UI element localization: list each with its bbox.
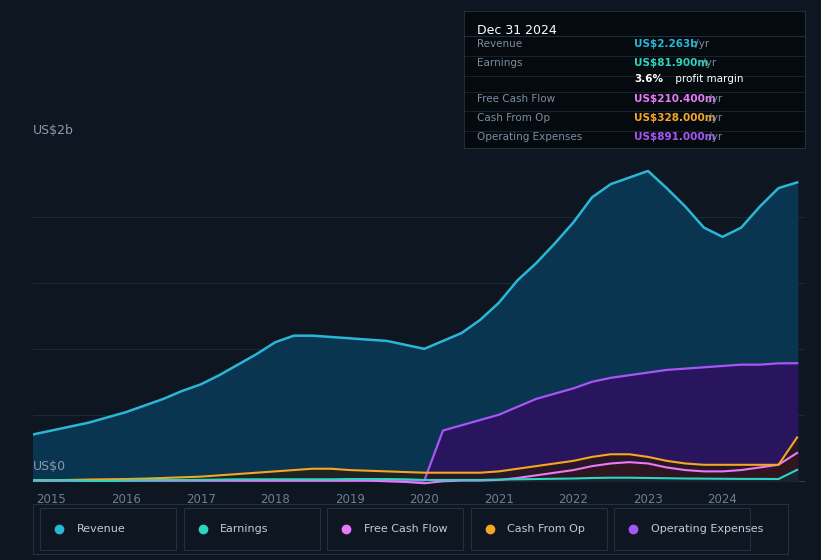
Text: Free Cash Flow: Free Cash Flow	[478, 94, 556, 104]
Text: Revenue: Revenue	[478, 39, 523, 49]
Text: Operating Expenses: Operating Expenses	[651, 524, 763, 534]
Text: /yr: /yr	[699, 58, 716, 68]
Text: Dec 31 2024: Dec 31 2024	[478, 24, 557, 36]
Text: US$891.000m: US$891.000m	[635, 132, 716, 142]
Text: profit margin: profit margin	[672, 74, 743, 85]
Text: US$2b: US$2b	[33, 124, 74, 137]
Text: 3.6%: 3.6%	[635, 74, 663, 85]
Text: Cash From Op: Cash From Op	[478, 113, 551, 123]
Text: Cash From Op: Cash From Op	[507, 524, 585, 534]
Text: US$328.000m: US$328.000m	[635, 113, 716, 123]
Text: US$81.900m: US$81.900m	[635, 58, 709, 68]
Text: US$210.400m: US$210.400m	[635, 94, 716, 104]
Text: Free Cash Flow: Free Cash Flow	[364, 524, 447, 534]
Text: US$2.263b: US$2.263b	[635, 39, 698, 49]
Text: Revenue: Revenue	[76, 524, 126, 534]
Text: /yr: /yr	[705, 132, 722, 142]
Text: /yr: /yr	[692, 39, 709, 49]
Text: Earnings: Earnings	[220, 524, 268, 534]
Text: /yr: /yr	[705, 113, 722, 123]
Text: US$0: US$0	[33, 460, 66, 473]
Text: Operating Expenses: Operating Expenses	[478, 132, 583, 142]
Text: Earnings: Earnings	[478, 58, 523, 68]
Text: /yr: /yr	[705, 94, 722, 104]
